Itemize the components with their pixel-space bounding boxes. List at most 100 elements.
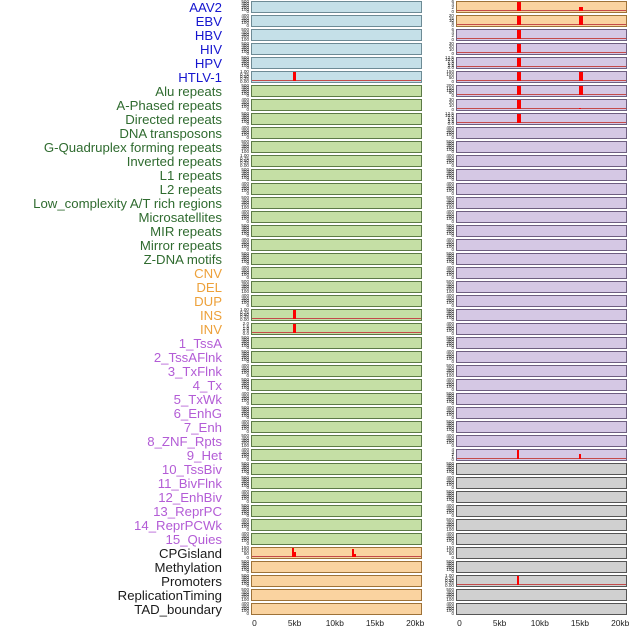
y-axis-tick: 300 (446, 422, 454, 428)
track-peak (516, 30, 521, 40)
y-axis-tick: 200 (446, 185, 454, 191)
y-axis-tick: 0 (451, 540, 454, 546)
y-axis-tick: 100 (241, 548, 249, 554)
y-axis-tick: 300 (446, 351, 454, 357)
y-axis-tick: 0 (246, 246, 249, 252)
y-axis-tick: 200 (446, 297, 454, 303)
y-axis-tick: 0.00 (445, 582, 454, 588)
y-axis-tick: 200 (446, 507, 454, 513)
y-axis-tick: 100 (241, 6, 249, 12)
y-axis-tick: 100 (241, 148, 249, 154)
y-axis-tick: 0.00 (240, 162, 249, 168)
y-axis-tick: 400 (446, 197, 454, 203)
y-axis-tick: 150 (446, 69, 454, 75)
track-baseline (252, 79, 421, 82)
y-axis-tick: 0 (246, 512, 249, 518)
track-panel (456, 29, 627, 42)
y-axis-tick: 0.25 (240, 160, 249, 166)
track-panel (251, 491, 422, 504)
y-axis-tick: 500 (446, 279, 454, 285)
y-axis-tick: 300 (241, 408, 249, 414)
track-label-cpgisland: CPGisland (158, 546, 222, 562)
track-panel (456, 575, 627, 588)
y-axis-tick: 100 (446, 412, 454, 418)
y-axis-tick: 300 (446, 379, 454, 385)
y-axis-tick: 300 (241, 338, 249, 344)
y-axis-tick: 100 (241, 204, 249, 210)
x-axis-tick: 15kb (365, 618, 385, 628)
track-panel (456, 505, 627, 518)
y-axis-tick: 300 (446, 295, 454, 301)
y-axis-tick: 1.00 (445, 573, 454, 579)
y-axis-tick: 0 (246, 232, 249, 238)
track-label-3-txflnk: 3_TxFlnk (167, 364, 222, 380)
track-label-htlv-1: HTLV-1 (178, 70, 222, 86)
x-axis-tick: 20kb (406, 618, 425, 628)
y-axis-tick: 300 (446, 338, 454, 344)
y-axis-tick: 400 (446, 153, 454, 159)
track-panel (251, 155, 422, 168)
track-panel (456, 57, 627, 70)
track-panel (456, 407, 627, 420)
y-axis-tick: 400 (241, 265, 249, 271)
track-panel (456, 519, 627, 532)
y-axis-tick: 500 (446, 419, 454, 425)
y-axis-tick: 400 (241, 379, 249, 385)
y-axis-tick: 10.0 (445, 113, 454, 119)
track-panel (456, 337, 627, 350)
y-axis-tick: 500 (241, 0, 249, 5)
y-axis-tick: 400 (446, 393, 454, 399)
track-label-l2-repeats: L2 repeats (159, 182, 222, 198)
y-axis-tick: 0 (246, 610, 249, 616)
track-label-13-reprpc: 13_ReprPC (153, 504, 222, 520)
y-axis-tick: 0 (246, 414, 249, 420)
y-axis-tick: 200 (241, 578, 249, 584)
y-axis-tick: 300 (241, 226, 249, 232)
y-axis-tick: 200 (446, 396, 454, 402)
x-axis-tick: 0 (457, 618, 462, 628)
track-panel (456, 169, 627, 182)
track-label-hiv: HIV (200, 42, 222, 58)
track-baseline (457, 9, 626, 12)
track-label-12-enhbiv: 12_EnhBiv (158, 490, 222, 506)
y-axis-tick: 500 (241, 279, 249, 285)
y-axis-tick: 100 (241, 398, 249, 404)
y-axis-tick: 300 (446, 464, 454, 470)
y-axis-tick: 400 (241, 281, 249, 287)
y-axis-tick: 100 (241, 524, 249, 530)
track-baseline (252, 331, 421, 334)
track-panel (251, 1, 422, 14)
track-peak (578, 16, 583, 26)
y-axis-tick: 200 (241, 535, 249, 541)
y-axis-tick: 200 (446, 312, 454, 318)
y-axis-tick: 100 (241, 118, 249, 124)
track-panel (456, 309, 627, 322)
y-axis-tick: 200 (241, 594, 249, 600)
track-label-6-enhg: 6_EnhG (173, 406, 222, 422)
y-axis-tick: 400 (446, 503, 454, 509)
y-axis-tick: 15 (448, 15, 454, 21)
track-panel (456, 281, 627, 294)
y-axis-tick: 0 (451, 330, 454, 336)
y-axis-tick: 100 (241, 412, 249, 418)
y-axis-tick: 300 (241, 352, 249, 358)
y-axis-tick: 1.0 (242, 325, 249, 331)
track-peak (516, 450, 520, 460)
y-axis-tick: 500 (446, 195, 454, 201)
track-label-g-quadruplex-forming-repeats: G-Quadruplex forming repeats (43, 140, 222, 156)
y-axis-tick: 400 (446, 531, 454, 537)
y-axis-tick: 100 (446, 132, 454, 138)
y-axis-tick: 100 (446, 174, 454, 180)
y-axis-tick: 50 (243, 551, 249, 557)
y-axis-tick: 10.0 (445, 57, 454, 63)
y-axis-tick: 200 (446, 424, 454, 430)
y-axis-tick: 0 (451, 512, 454, 518)
y-axis-tick: 300 (241, 437, 249, 443)
y-axis-tick: 500 (241, 559, 249, 565)
y-axis-tick: 400 (241, 57, 249, 63)
y-axis-tick: 0 (451, 246, 454, 252)
y-axis-tick: 500 (446, 517, 454, 523)
track-panel (251, 57, 422, 70)
y-axis-tick: 0 (451, 610, 454, 616)
y-axis-tick: 100 (241, 132, 249, 138)
